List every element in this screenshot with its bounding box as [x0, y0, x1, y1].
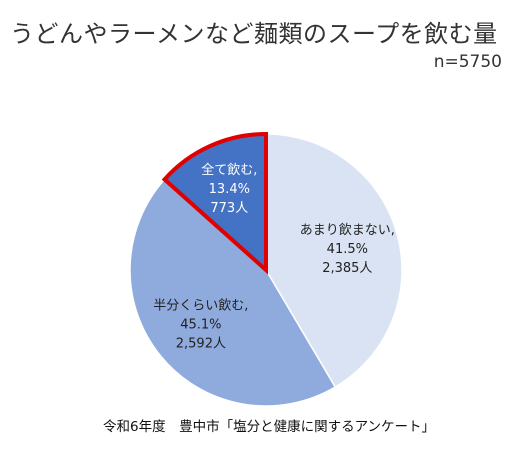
slice-percent-half-drink: 45.1% — [180, 318, 221, 333]
slice-label-rarely-drink: あまり飲まない, 41.5% 2,385人 — [300, 222, 395, 276]
chart-title: うどんやラーメンなど麺類のスープを飲む量 — [10, 20, 498, 48]
slice-label-drink-all: 全て飲む, 13.4% 773人 — [201, 162, 257, 216]
slice-name-drink-all: 全て飲む, — [201, 162, 257, 178]
slice-percent-drink-all: 13.4% — [209, 182, 250, 197]
slice-label-half-drink: 半分くらい飲む, 45.1% 2,592人 — [153, 298, 248, 352]
pie-slice-drink-all — [161, 131, 268, 275]
pie-slice-rarely-drink — [265, 133, 403, 389]
sample-size-label: n=5750 — [433, 52, 502, 72]
slice-name-half-drink: 半分くらい飲む, — [153, 298, 248, 314]
source-note: 令和6年度 豊中市「塩分と健康に関するアンケート」 — [103, 419, 436, 435]
pie-slice-half-drink — [129, 178, 337, 407]
slice-name-rarely-drink: あまり飲まない, — [300, 222, 395, 238]
slice-count-drink-all: 773人 — [210, 201, 248, 216]
slice-count-rarely-drink: 2,385人 — [322, 261, 372, 276]
slice-percent-rarely-drink: 41.5% — [327, 242, 368, 257]
slice-count-half-drink: 2,592人 — [176, 337, 226, 352]
